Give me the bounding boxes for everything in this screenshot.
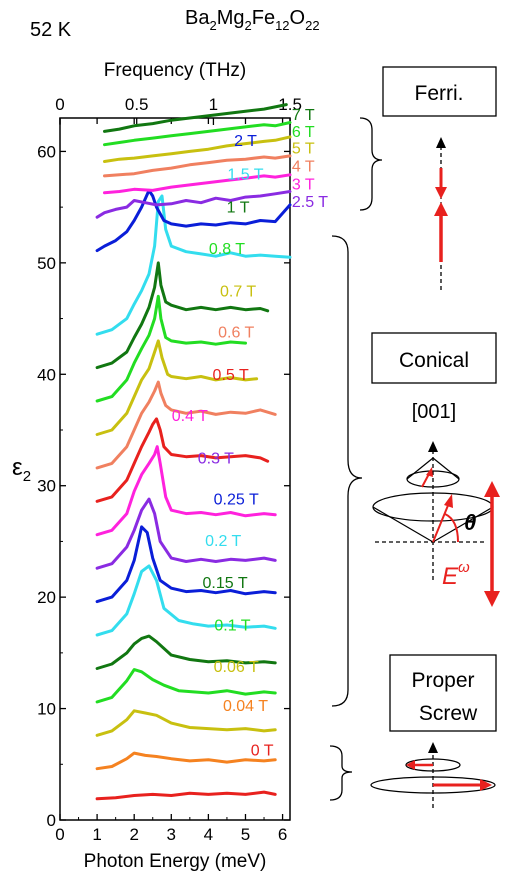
series-label: 0.06 T — [214, 659, 259, 676]
y-axis-ticks: 0 10 20 30 40 50 60 — [37, 142, 290, 830]
series-line-0-2-T — [95, 564, 277, 637]
series-line-0-8-T — [95, 294, 247, 403]
axis-arrowhead-icon — [428, 441, 438, 452]
e-field-label: Eω — [442, 559, 470, 590]
ferri-spin-diagram — [434, 137, 448, 290]
x-tick-label: 5 — [241, 825, 250, 844]
series-label: 0.8 T — [209, 241, 245, 258]
proper-screw-brace — [329, 745, 353, 801]
series-line-0-25-T — [95, 525, 277, 604]
series-line-3-T — [103, 173, 292, 195]
top-tick-label: 0 — [55, 95, 64, 114]
temperature-label: 52 K — [30, 19, 72, 41]
x-tick-label: 2 — [129, 825, 138, 844]
series-label: 6 T — [292, 124, 315, 141]
top-tick-label: 0.5 — [125, 95, 149, 114]
series-layer — [95, 103, 292, 801]
screw-label: Screw — [419, 702, 478, 725]
x-tick-label: 3 — [167, 825, 176, 844]
series-line-7-T — [103, 103, 288, 133]
series-label: 4 T — [292, 158, 315, 175]
series-label: 0.25 T — [214, 492, 259, 509]
y-tick-label: 40 — [37, 365, 56, 384]
series-line-0-3-T — [95, 497, 277, 570]
series-line-5-T — [103, 135, 292, 163]
y-tick-label: 30 — [37, 477, 56, 496]
x-tick-label: 4 — [204, 825, 213, 844]
series-label: 0.3 T — [198, 450, 234, 467]
large-spin-arrow-icon — [432, 502, 450, 543]
series-line-1-5-T — [95, 194, 292, 336]
series-line-4-T — [103, 154, 292, 178]
direction-label: [001] — [412, 401, 456, 423]
series-line-0-7-T — [95, 339, 259, 436]
proper-label: Proper — [411, 669, 474, 692]
series-line-0-06-T — [95, 709, 277, 737]
lower-screw-ellipse — [370, 776, 496, 794]
series-line-0-15-T — [95, 634, 277, 670]
y-tick-label: 10 — [37, 700, 56, 719]
series-label-layer: 0 T 0.04 T 0.06 T 0.1 T 0.15 T 0.2 T 0.25 T 0.3… — [172, 107, 329, 759]
series-label: 0.4 T — [172, 408, 208, 425]
axis-arrowhead-icon — [428, 742, 438, 753]
y-tick-label: 0 — [47, 811, 56, 830]
ferri-brace — [359, 117, 383, 211]
series-label: 3 T — [292, 176, 315, 193]
x-tick-label: 1 — [92, 825, 101, 844]
top-axis-ticks: 0 0.5 1 1.5 — [55, 95, 302, 125]
theta-arc — [444, 513, 459, 543]
series-label: 7 T — [292, 107, 315, 124]
series-label: 5 T — [292, 141, 315, 158]
series-label: 0.5 T — [213, 367, 249, 384]
plot-axes: 0 1 2 3 4 5 6 0 10 20 30 40 50 60 0 0.5 1 1.5 0 T 0.04 T… — [37, 95, 328, 844]
series-line-0-1-T — [95, 668, 277, 704]
series-label: 0.15 T — [203, 575, 248, 592]
x-tick-label: 0 — [55, 825, 64, 844]
series-label: 2 T — [234, 133, 257, 150]
conical-box — [371, 332, 497, 384]
compound-label: Ba2Mg2Fe12O22 — [185, 7, 320, 33]
series-line-6-T — [103, 121, 292, 147]
proper-screw-box — [389, 654, 497, 732]
series-label: 1.5 T — [227, 166, 263, 183]
top-tick-label: 1.5 — [278, 95, 302, 114]
series-label: 0.04 T — [223, 698, 268, 715]
series-label: 0.2 T — [205, 533, 241, 550]
y-tick-label: 60 — [37, 142, 56, 161]
axis-arrowhead-icon — [436, 137, 446, 148]
ferri-label: Ferri. — [415, 82, 464, 105]
series-label: 1 T — [227, 200, 250, 217]
y-tick-label: 50 — [37, 254, 56, 273]
y-axis-label: ε2 — [12, 454, 31, 485]
series-label: 0.1 T — [214, 618, 250, 635]
conical-spin-diagram: θ Eω — [372, 441, 500, 607]
series-line-0-04-T — [95, 751, 277, 771]
conical-brace — [331, 235, 363, 707]
series-label: 0.7 T — [220, 283, 256, 300]
conical-label: Conical — [399, 349, 469, 372]
top-axis-label: Frequency (THz) — [104, 60, 247, 81]
series-line-0-4-T — [95, 445, 277, 537]
y-tick-label: 20 — [37, 588, 56, 607]
series-line-0-5-T — [95, 417, 270, 503]
series-line-2-T — [95, 188, 292, 253]
series-label: 2.5 T — [292, 194, 328, 211]
x-axis-label: Photon Energy (meV) — [84, 851, 267, 872]
series-line-0-6-T — [95, 380, 277, 470]
theta-label: θ — [464, 510, 476, 535]
ferri-box — [382, 66, 497, 117]
series-line-2-5-T — [95, 190, 292, 219]
x-axis-ticks: 0 1 2 3 4 5 6 — [55, 118, 287, 844]
series-line-1-T — [95, 261, 270, 370]
top-tick-label: 1 — [209, 95, 218, 114]
x-tick-label: 6 — [278, 825, 287, 844]
proper-screw-spin-diagram — [370, 742, 496, 808]
plot-frame — [59, 117, 291, 821]
series-label: 0 T — [251, 742, 274, 759]
series-label: 0.6 T — [218, 325, 254, 342]
series-line-0-T — [95, 790, 277, 801]
